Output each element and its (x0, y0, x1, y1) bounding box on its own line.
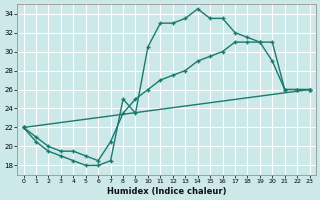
X-axis label: Humidex (Indice chaleur): Humidex (Indice chaleur) (107, 187, 226, 196)
